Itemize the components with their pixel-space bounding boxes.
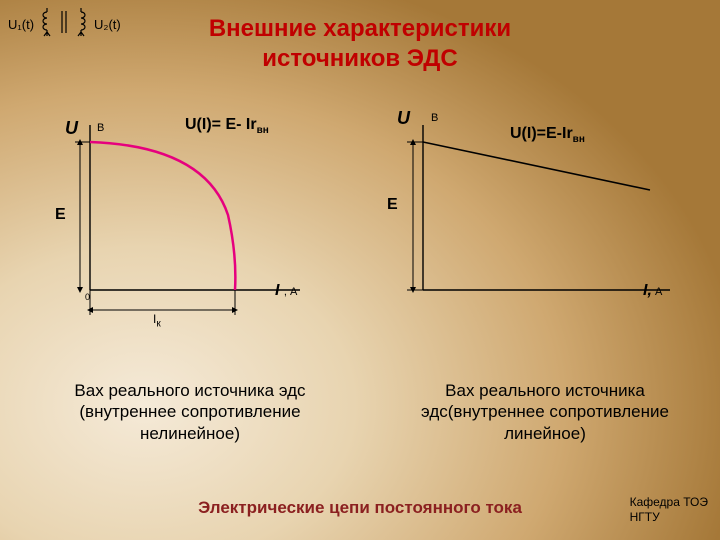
footer-title: Электрические цепи постоянного тока <box>198 498 522 518</box>
formula-right: U(I)=E-Irвн <box>510 125 585 145</box>
transformer-symbol: U₁(t) U <box>8 8 121 41</box>
u-axis-label-left: U <box>65 118 78 139</box>
coil-left-icon <box>38 8 56 41</box>
page-title: Внешние характеристики источников ЭДС <box>110 14 610 74</box>
ik-label: Iк <box>153 312 161 329</box>
u-unit-right: В <box>431 112 438 124</box>
title-line2: источников ЭДС <box>262 45 457 72</box>
coil-right-icon <box>72 8 90 41</box>
plot-linear-svg <box>395 120 685 330</box>
u1-label: U₁(t) <box>8 17 34 32</box>
plot-linear: U В U(I)=E-Irвн E I, А <box>395 120 685 330</box>
formula-left: U(I)= E- Irвн <box>185 116 269 136</box>
origin-left: 0 <box>85 292 90 302</box>
e-label-right: E <box>387 196 398 214</box>
core-icon <box>60 8 68 41</box>
e-label-left: E <box>55 206 66 224</box>
content: U₁(t) U <box>0 0 720 540</box>
title-line1: Внешние характеристики <box>209 15 511 42</box>
u-unit-left: В <box>97 122 104 134</box>
plot-nonlinear: U В U(I)= E- Irвн E 0 Iк I , А <box>55 120 335 330</box>
i-axis-label-right: I, А <box>643 282 662 300</box>
caption-right: Вах реального источника эдс(внутреннее с… <box>400 380 690 444</box>
u-axis-label-right: U <box>397 108 410 129</box>
footer-credit: Кафедра ТОЭНГТУ <box>630 495 708 524</box>
i-axis-label-left: I , А <box>275 282 297 300</box>
caption-left: Вах реального источника эдс (внутреннее … <box>40 380 340 444</box>
